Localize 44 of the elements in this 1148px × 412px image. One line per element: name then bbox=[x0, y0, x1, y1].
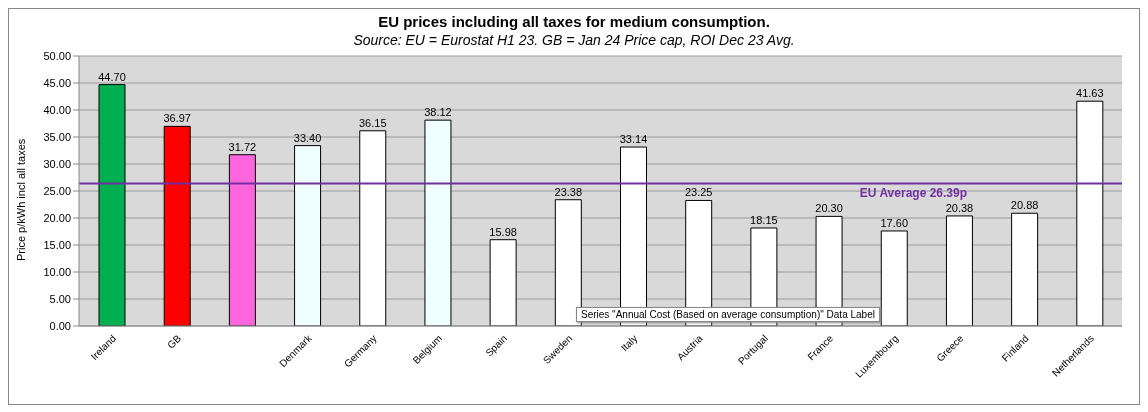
bar bbox=[163, 125, 191, 326]
y-tick-label: 20.00 bbox=[43, 211, 71, 224]
y-tick-label: 50.00 bbox=[43, 49, 71, 62]
data-label: 23.38 bbox=[554, 185, 583, 198]
bar bbox=[1076, 100, 1104, 326]
bar bbox=[98, 84, 126, 326]
bar bbox=[945, 215, 973, 326]
chart-subtitle: Source: EU = Eurostat H1 23. GB = Jan 24 Price cap, ROI Dec 23 Avg. bbox=[352, 32, 796, 48]
y-axis-title: Price p/kWh incl all taxes bbox=[14, 138, 27, 261]
chart-title: EU prices including all taxes for medium consumption. bbox=[377, 13, 771, 30]
data-label: 33.14 bbox=[619, 133, 648, 146]
data-label: 33.40 bbox=[293, 131, 322, 144]
y-tick-label: 45.00 bbox=[43, 76, 71, 89]
y-tick-label: 10.00 bbox=[43, 265, 71, 278]
bar bbox=[359, 130, 387, 326]
y-tick-label: 40.00 bbox=[43, 103, 71, 116]
data-label: 23.25 bbox=[684, 186, 713, 199]
bar bbox=[1011, 212, 1039, 326]
data-label: 15.98 bbox=[489, 225, 517, 238]
annotation: Series "Annual Cost (Based on average consumption)" Data Label bbox=[576, 307, 880, 322]
bar bbox=[294, 145, 322, 326]
bar bbox=[228, 154, 256, 326]
bar bbox=[424, 119, 452, 326]
data-label: 20.30 bbox=[815, 202, 843, 215]
y-tick-label: 35.00 bbox=[43, 130, 71, 143]
x-tick-label: Italy bbox=[618, 332, 640, 354]
data-label: 36.15 bbox=[358, 116, 387, 129]
data-label: 20.88 bbox=[1010, 199, 1039, 212]
data-label: 41.63 bbox=[1076, 87, 1104, 100]
data-label: 20.38 bbox=[945, 201, 974, 214]
x-tick-label: GB bbox=[165, 332, 184, 351]
data-label: 38.12 bbox=[424, 106, 452, 119]
bar bbox=[489, 239, 517, 326]
data-label: 31.72 bbox=[228, 140, 257, 153]
y-tick-label: 30.00 bbox=[43, 157, 71, 170]
y-tick-label: 0.00 bbox=[49, 319, 71, 332]
data-label: 44.70 bbox=[98, 70, 126, 83]
y-tick-label: 5.00 bbox=[49, 292, 71, 305]
data-label: 18.15 bbox=[750, 213, 778, 226]
ref-line-label: EU Average 26.39p bbox=[859, 186, 967, 201]
data-label: 36.97 bbox=[163, 112, 191, 125]
y-tick-label: 15.00 bbox=[43, 238, 71, 251]
y-tick-label: 25.00 bbox=[43, 184, 71, 197]
data-label: 17.60 bbox=[880, 216, 909, 229]
